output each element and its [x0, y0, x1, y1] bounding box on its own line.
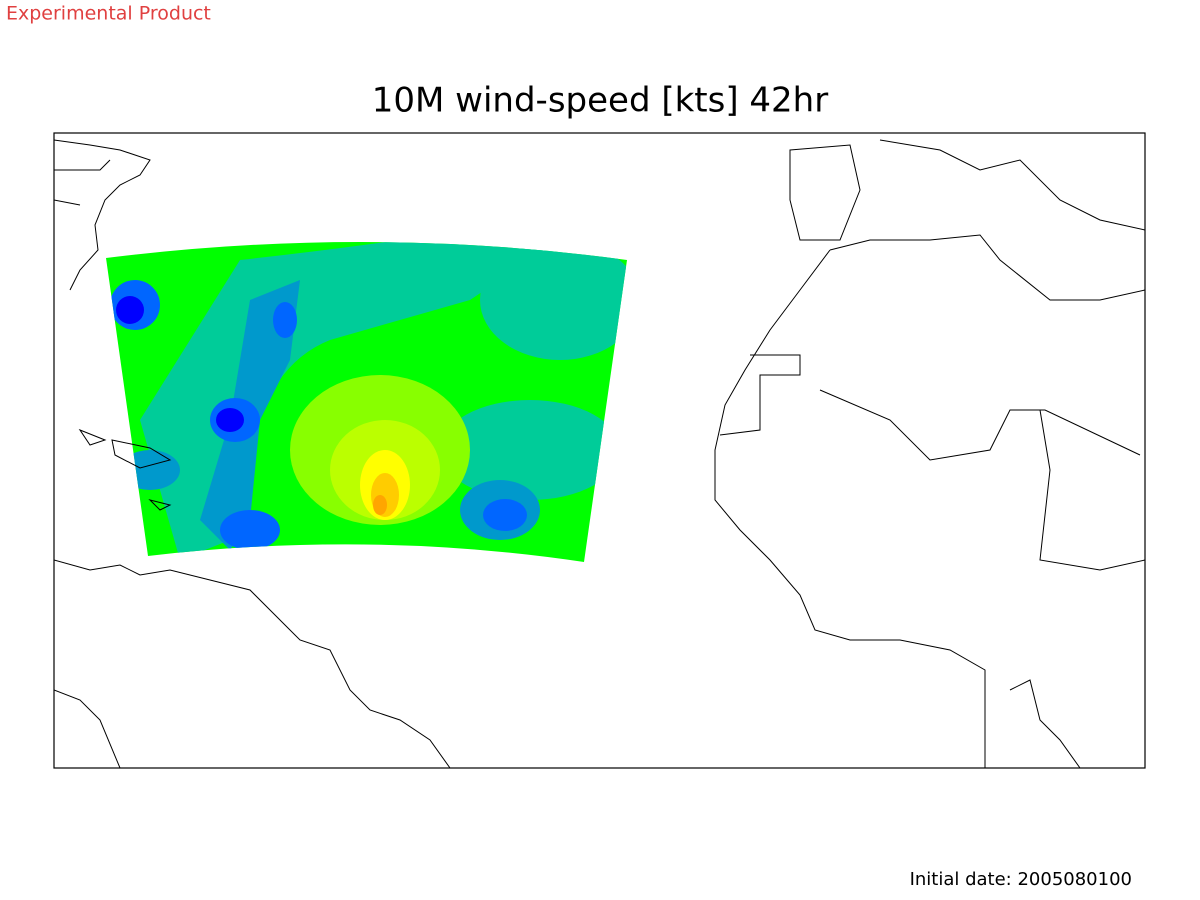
product-label: Experimental Product — [6, 3, 211, 25]
initial-date: Initial date: 2005080100 — [910, 869, 1132, 890]
coastlines — [54, 139, 1145, 768]
map-frame — [53, 132, 1146, 769]
map-title: 10M wind-speed [kts] 42hr — [372, 81, 828, 121]
wind-field — [106, 241, 627, 562]
